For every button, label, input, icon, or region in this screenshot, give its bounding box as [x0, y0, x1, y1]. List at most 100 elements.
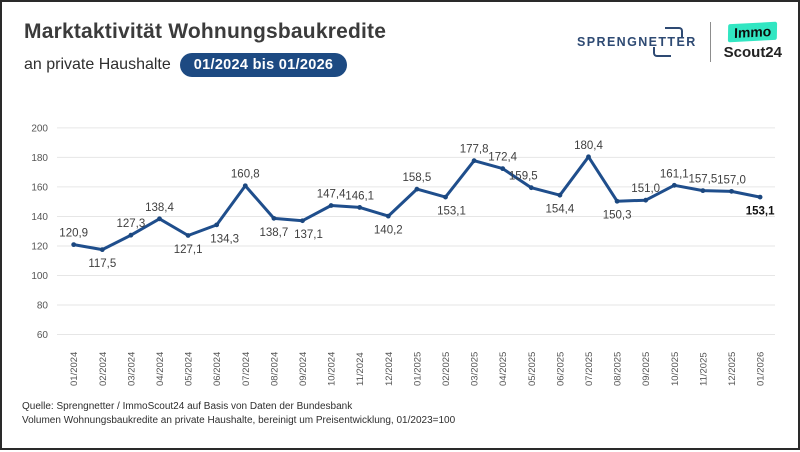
- x-tick-label: 01/2024: [69, 352, 80, 386]
- y-tick-label: 120: [31, 241, 48, 252]
- x-tick-label: 02/2025: [441, 352, 452, 386]
- data-point: [328, 203, 334, 208]
- x-tick-label: 12/2025: [727, 352, 738, 386]
- y-tick-label: 180: [31, 153, 48, 164]
- data-label: 159,5: [509, 171, 538, 183]
- data-label: 157,0: [717, 174, 746, 186]
- x-tick-label: 07/2025: [584, 352, 595, 386]
- data-label: 157,5: [689, 174, 718, 186]
- data-label: 138,4: [145, 202, 174, 214]
- x-tick-label: 10/2024: [327, 352, 338, 386]
- data-label: 127,1: [174, 244, 203, 256]
- data-label: 180,4: [574, 140, 603, 152]
- data-label: 138,7: [260, 227, 289, 239]
- data-label: 134,3: [210, 233, 239, 245]
- logo-divider: [709, 22, 711, 62]
- y-tick-label: 160: [31, 182, 48, 193]
- data-point: [471, 158, 477, 164]
- data-label: 127,3: [117, 218, 146, 230]
- data-label: 172,4: [488, 152, 517, 164]
- x-tick-label: 07/2024: [241, 352, 252, 386]
- data-point: [185, 233, 191, 238]
- x-tick-label: 03/2025: [470, 352, 481, 386]
- data-label: 150,3: [603, 210, 632, 222]
- x-tick-label: 05/2025: [527, 352, 538, 386]
- page-title: Marktaktivität Wohnungsbaukredite: [24, 20, 387, 43]
- data-point: [671, 182, 677, 188]
- data-point: [557, 192, 563, 198]
- data-label: 151,0: [631, 183, 660, 195]
- data-point: [71, 242, 77, 248]
- data-label: 161,1: [660, 168, 689, 180]
- data-point: [643, 197, 649, 203]
- data-point: [357, 205, 363, 210]
- corner-bracket-icon: [664, 27, 683, 37]
- data-point: [99, 247, 105, 253]
- data-point: [271, 215, 277, 221]
- x-tick-label: 01/2025: [412, 352, 423, 386]
- data-point: [729, 188, 734, 194]
- period-badge: 01/2024 bis 01/2026: [179, 53, 348, 77]
- y-tick-label: 60: [37, 330, 49, 341]
- x-tick-label: 05/2024: [184, 352, 195, 386]
- data-label: 158,5: [403, 172, 432, 184]
- x-tick-label: 09/2024: [298, 352, 309, 386]
- data-label: 140,2: [374, 225, 403, 237]
- data-label: 117,5: [88, 258, 116, 270]
- x-tick-label: 06/2025: [555, 352, 566, 386]
- sprengnetter-logo: SPRENGNETTER: [577, 27, 697, 57]
- y-tick-label: 200: [31, 123, 48, 134]
- x-tick-label: 01/2026: [756, 352, 767, 386]
- x-tick-label: 10/2025: [670, 352, 681, 386]
- x-tick-label: 04/2025: [498, 352, 509, 386]
- immoscout24-logo: Immo Scout24: [723, 21, 782, 61]
- sprengnetter-wordmark: SPRENGNETTER: [577, 35, 697, 49]
- x-tick-label: 04/2024: [155, 352, 166, 386]
- x-tick-label: 12/2024: [384, 352, 395, 386]
- subtitle: an private Haushalte: [24, 56, 171, 73]
- data-label: 120,9: [59, 228, 88, 240]
- data-label: 154,4: [546, 204, 575, 216]
- x-tick-label: 03/2024: [126, 352, 137, 386]
- trend-line: [72, 155, 762, 252]
- data-point: [157, 216, 162, 222]
- methodology-note: Volumen Wohnungsbaukredite an private Ha…: [22, 415, 456, 426]
- immoscout24-scout24: Scout24: [723, 43, 782, 61]
- y-tick-label: 100: [31, 271, 48, 282]
- data-point: [128, 232, 134, 238]
- data-point: [757, 194, 763, 200]
- data-point: [242, 183, 248, 189]
- data-label: 137,1: [294, 229, 323, 241]
- data-label: 160,8: [231, 169, 260, 181]
- x-tick-label: 06/2024: [212, 352, 223, 386]
- data-label: 147,4: [317, 189, 346, 201]
- source-note: Quelle: Sprengnetter / ImmoScout24 auf B…: [22, 401, 353, 412]
- footer-notes: Quelle: Sprengnetter / ImmoScout24 auf B…: [22, 400, 455, 428]
- data-label: 177,8: [460, 144, 489, 156]
- data-point: [614, 198, 620, 204]
- corner-bracket-icon: [652, 47, 671, 57]
- data-point: [586, 154, 591, 160]
- data-point: [414, 186, 420, 192]
- x-tick-label: 08/2024: [269, 352, 280, 386]
- data-point: [500, 166, 506, 172]
- x-tick-label: 11/2025: [698, 352, 709, 386]
- data-point: [443, 194, 448, 200]
- data-point: [214, 222, 220, 228]
- data-label: 153,1: [746, 206, 775, 218]
- x-tick-label: 08/2025: [613, 352, 624, 386]
- data-label: 146,1: [345, 190, 374, 202]
- x-tick-label: 09/2025: [641, 352, 652, 386]
- x-tick-label: 02/2024: [98, 352, 109, 386]
- y-tick-label: 80: [37, 300, 49, 311]
- chart-header: Marktaktivität Wohnungsbaukredite an pri…: [24, 20, 386, 77]
- y-tick-label: 140: [31, 212, 48, 223]
- subtitle-row: an private Haushalte 01/2024 bis 01/2026: [24, 53, 386, 77]
- data-point: [528, 185, 534, 191]
- data-point: [385, 213, 391, 219]
- x-tick-label: 11/2024: [355, 352, 366, 386]
- data-point: [700, 188, 706, 194]
- data-point: [300, 218, 305, 224]
- logo-area: SPRENGNETTER Immo Scout24: [577, 21, 782, 62]
